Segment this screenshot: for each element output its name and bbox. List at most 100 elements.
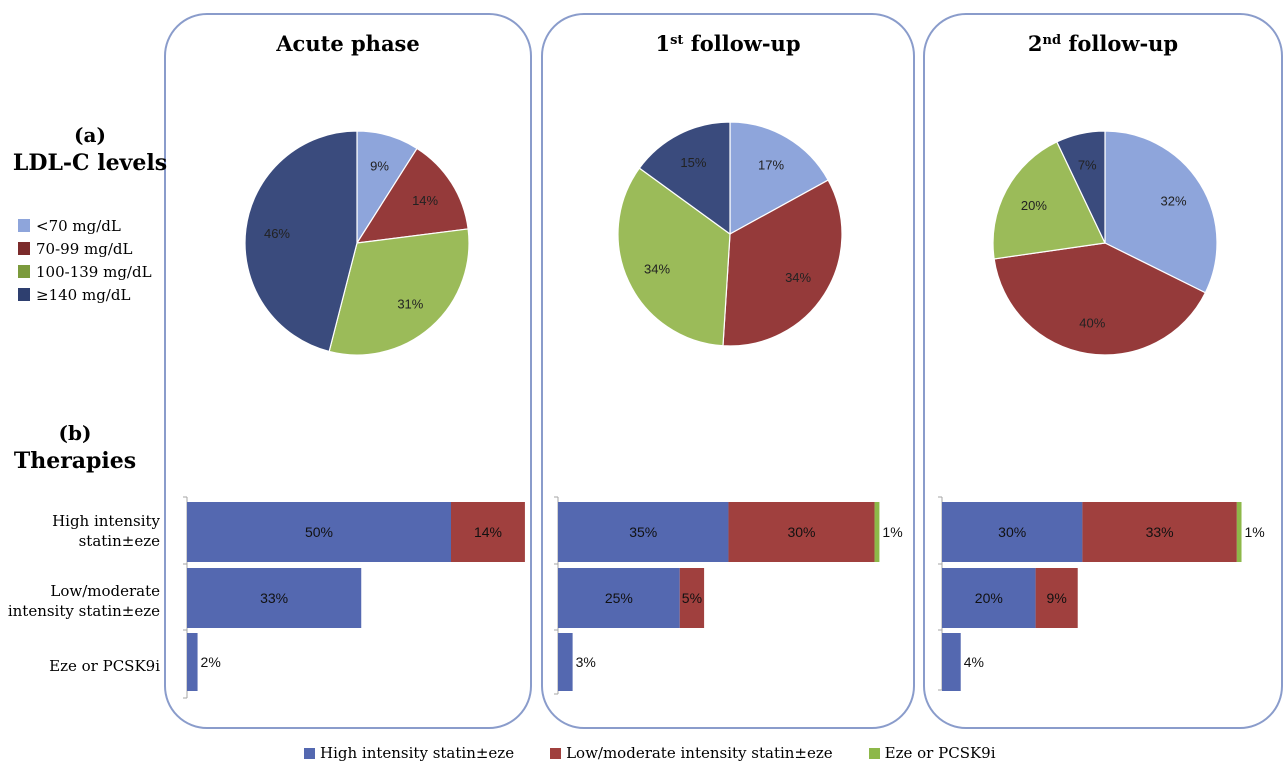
bar-data-label: 50% bbox=[305, 524, 333, 540]
pie-slice-label: 34% bbox=[644, 261, 670, 276]
pie-slice-label: 32% bbox=[1161, 193, 1187, 208]
legend-item: 100-139 mg/dL bbox=[18, 260, 152, 283]
bar-data-label: 25% bbox=[605, 590, 633, 606]
legend-swatch bbox=[18, 288, 30, 301]
category-label-line: High intensity bbox=[52, 512, 160, 530]
category-label-low-moderate: Low/moderate intensity statin±eze bbox=[0, 581, 160, 621]
pie-slice bbox=[355, 147, 469, 244]
bar-data-label: 4% bbox=[964, 654, 984, 670]
panel-title: 1st follow-up bbox=[655, 31, 800, 56]
pie-slice-label: 20% bbox=[1021, 198, 1047, 213]
bar-segment bbox=[1082, 502, 1237, 562]
pie-slice-label: 34% bbox=[785, 270, 811, 285]
panel-title-superscript: st bbox=[670, 33, 683, 48]
legend-swatch bbox=[304, 747, 315, 759]
bar-segment bbox=[451, 502, 525, 562]
bar-data-label: 20% bbox=[975, 590, 1003, 606]
bar-segment bbox=[1236, 502, 1242, 562]
panel-title: 2nd follow-up bbox=[1028, 31, 1178, 56]
pie-slice bbox=[638, 121, 731, 236]
bar-segment bbox=[187, 502, 451, 562]
bar-data-label: 2% bbox=[201, 654, 221, 670]
bar-segment bbox=[728, 502, 875, 562]
bar-segment bbox=[1035, 568, 1078, 628]
pie-slice-label: 15% bbox=[680, 155, 706, 170]
bar-data-label: 3% bbox=[576, 654, 596, 670]
bar-segment bbox=[187, 633, 198, 691]
panel-title-main: 1 bbox=[655, 31, 670, 56]
legend-swatch bbox=[868, 747, 880, 759]
category-label-high-intensity: High intensity statin±eze bbox=[0, 511, 160, 551]
bar-segment bbox=[679, 568, 705, 628]
bar-segment bbox=[558, 633, 573, 691]
legend-label: 100-139 mg/dL bbox=[36, 262, 152, 281]
category-label-eze-pcsk9i: Eze or PCSK9i bbox=[0, 656, 160, 676]
bar-segment bbox=[942, 568, 1036, 628]
bar-data-label: 1% bbox=[882, 524, 902, 540]
ldl-legend: <70 mg/dL 70-99 mg/dL 100-139 mg/dL ≥140… bbox=[18, 214, 152, 306]
legend-label: ≥140 mg/dL bbox=[36, 285, 131, 304]
legend-swatch bbox=[18, 219, 30, 232]
pie-slice bbox=[1104, 130, 1218, 294]
panel-title-superscript: nd bbox=[1043, 33, 1062, 48]
bar-segment bbox=[942, 633, 961, 691]
section-b-title: Therapies bbox=[13, 448, 137, 474]
legend-item: High intensity statin±eze bbox=[304, 744, 514, 762]
section-a-title: LDL-C levels bbox=[12, 150, 168, 176]
legend-item: 70-99 mg/dL bbox=[18, 237, 152, 260]
panel-title-rest: follow-up bbox=[1061, 31, 1178, 56]
pie-slice bbox=[244, 130, 358, 353]
bar-data-label: 30% bbox=[998, 524, 1026, 540]
pie-slice-label: 9% bbox=[370, 159, 389, 174]
bar-data-label: 35% bbox=[629, 524, 657, 540]
bar-data-label: 33% bbox=[1146, 524, 1174, 540]
legend-item: Low/moderate intensity statin±eze bbox=[550, 744, 833, 762]
therapy-legend: High intensity statin±eze Low/moderate i… bbox=[304, 744, 1032, 762]
legend-swatch bbox=[550, 747, 562, 759]
pie-slice-label: 31% bbox=[397, 296, 423, 311]
pie-slice bbox=[1056, 130, 1106, 244]
category-label-line: Eze or PCSK9i bbox=[49, 657, 160, 675]
bar-data-label: 9% bbox=[1047, 590, 1067, 606]
panel-title: Acute phase bbox=[275, 31, 419, 56]
legend-label: Low/moderate intensity statin±eze bbox=[566, 744, 833, 762]
category-label-line: intensity statin±eze bbox=[7, 602, 160, 620]
panel-frame bbox=[164, 13, 532, 729]
legend-item: <70 mg/dL bbox=[18, 214, 152, 237]
pie-slice-label: 7% bbox=[1078, 157, 1097, 172]
bar-segment bbox=[558, 568, 680, 628]
pie-slice bbox=[992, 141, 1106, 260]
pie-slice bbox=[328, 228, 470, 356]
bar-data-label: 30% bbox=[787, 524, 815, 540]
legend-swatch bbox=[18, 265, 30, 278]
category-label-line: Low/moderate bbox=[50, 582, 160, 600]
category-label-line: statin±eze bbox=[78, 532, 160, 550]
section-a-letter: (a) bbox=[74, 123, 106, 147]
legend-label: Eze or PCSK9i bbox=[884, 744, 996, 762]
panel-frame bbox=[541, 13, 915, 729]
bar-segment bbox=[942, 502, 1083, 562]
bar-data-label: 33% bbox=[260, 590, 288, 606]
legend-item: ≥140 mg/dL bbox=[18, 283, 152, 306]
legend-item: Eze or PCSK9i bbox=[868, 744, 996, 762]
bar-segment bbox=[187, 568, 362, 628]
pie-slice-label: 40% bbox=[1079, 316, 1105, 331]
bar-data-label: 5% bbox=[682, 590, 702, 606]
panel-title-main: Acute phase bbox=[275, 31, 419, 56]
bar-segment bbox=[874, 502, 880, 562]
pie-slice-label: 17% bbox=[758, 158, 784, 173]
pie-slice bbox=[993, 242, 1207, 356]
pie-slice bbox=[729, 121, 829, 236]
pie-slice bbox=[722, 179, 843, 347]
pie-slice-label: 46% bbox=[264, 226, 290, 241]
legend-swatch bbox=[18, 242, 30, 255]
bar-segment bbox=[558, 502, 729, 562]
panel-title-rest: follow-up bbox=[683, 31, 800, 56]
legend-label: <70 mg/dL bbox=[36, 216, 121, 235]
bar-data-label: 1% bbox=[1245, 524, 1265, 540]
panel-title-main: 2 bbox=[1028, 31, 1043, 56]
section-b-letter: (b) bbox=[58, 421, 92, 445]
pie-slice-label: 14% bbox=[412, 193, 438, 208]
panel-frame bbox=[923, 13, 1283, 729]
